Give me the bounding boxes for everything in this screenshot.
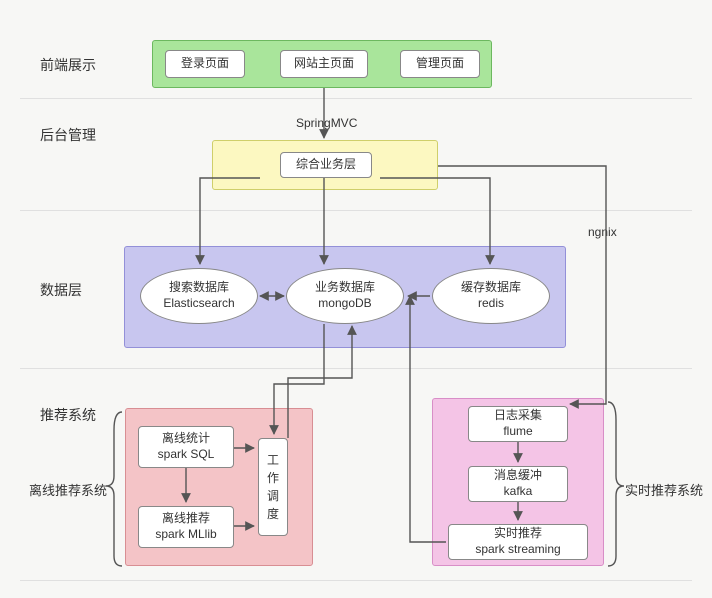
label-offline: 离线推荐系统	[28, 480, 108, 499]
node-kafka: 消息缓冲kafka	[468, 466, 568, 502]
layer-label-frontend: 前端展示	[40, 55, 120, 75]
divider-2	[20, 210, 692, 211]
label-ngnix: ngnix	[588, 225, 617, 239]
node-admin: 管理页面	[400, 50, 480, 78]
divider-4	[20, 580, 692, 581]
node-mllib: 离线推荐spark MLlib	[138, 506, 234, 548]
node-sched: 工作调度	[258, 438, 288, 536]
node-mongo: 业务数据库mongoDB	[286, 268, 404, 324]
layer-label-data: 数据层	[40, 280, 120, 300]
node-sql: 离线统计spark SQL	[138, 426, 234, 468]
node-redis: 缓存数据库redis	[432, 268, 550, 324]
label-realtime: 实时推荐系统	[624, 480, 704, 499]
node-login: 登录页面	[165, 50, 245, 78]
divider-3	[20, 368, 692, 369]
node-flume: 日志采集flume	[468, 406, 568, 442]
divider-1	[20, 98, 692, 99]
node-bizlayer: 综合业务层	[280, 152, 372, 178]
label-springmvc: SpringMVC	[296, 116, 357, 130]
node-stream: 实时推荐spark streaming	[448, 524, 588, 560]
layer-label-backend: 后台管理	[40, 125, 120, 145]
node-es: 搜索数据库Elasticsearch	[140, 268, 258, 324]
architecture-diagram: 前端展示 后台管理 数据层 推荐系统 登录页面 网站主页面 管理页面 Sprin…	[0, 0, 712, 598]
node-home: 网站主页面	[280, 50, 368, 78]
layer-label-reco: 推荐系统	[40, 405, 120, 425]
